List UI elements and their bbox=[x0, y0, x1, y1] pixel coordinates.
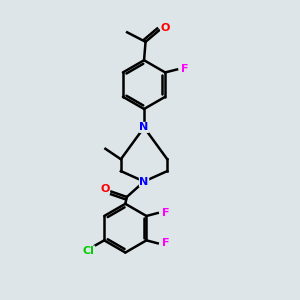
Text: F: F bbox=[162, 238, 169, 248]
Text: F: F bbox=[162, 208, 169, 218]
Text: F: F bbox=[181, 64, 189, 74]
Text: N: N bbox=[140, 176, 149, 187]
Text: Cl: Cl bbox=[83, 246, 95, 256]
Text: O: O bbox=[100, 184, 110, 194]
Text: O: O bbox=[161, 22, 170, 32]
Text: N: N bbox=[140, 122, 149, 132]
